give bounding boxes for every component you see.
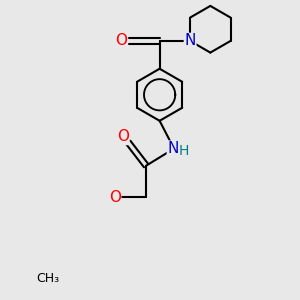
Text: CH₃: CH₃ <box>36 272 59 285</box>
Text: N: N <box>167 141 179 156</box>
Text: N: N <box>184 33 196 48</box>
Text: O: O <box>115 33 127 48</box>
Text: O: O <box>109 190 121 205</box>
Text: O: O <box>117 130 129 145</box>
Text: H: H <box>179 144 189 158</box>
